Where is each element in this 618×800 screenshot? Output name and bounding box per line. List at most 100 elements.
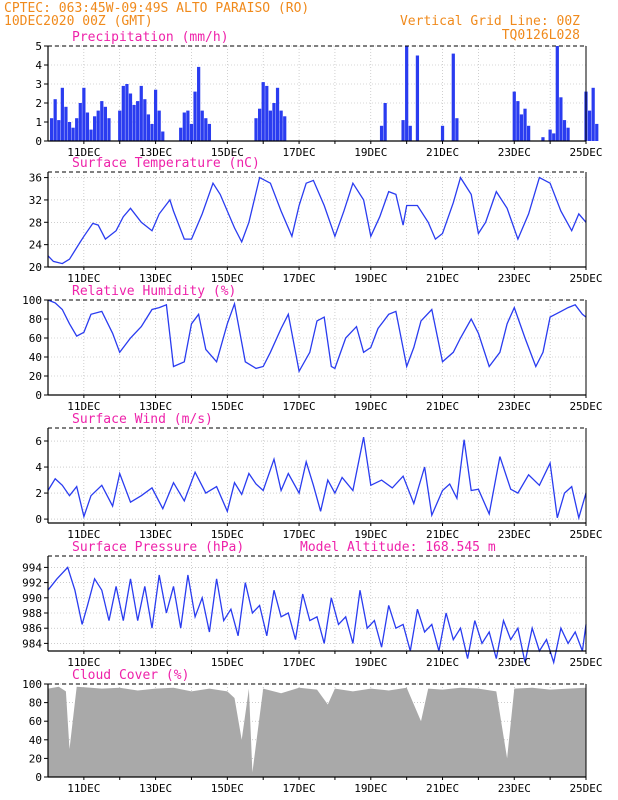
y-tick-label: 60	[29, 715, 42, 728]
y-tick-label: 20	[29, 370, 42, 383]
y-tick-label: 1	[35, 116, 42, 129]
y-tick-label: 986	[22, 622, 42, 635]
x-tick-label: 21DEC	[426, 146, 459, 159]
y-tick-label: 100	[22, 678, 42, 691]
x-tick-label: 21DEC	[426, 782, 459, 795]
x-tick-label: 19DEC	[354, 272, 387, 285]
x-tick-label: 21DEC	[426, 272, 459, 285]
precip-bar	[118, 110, 122, 141]
precip-bar	[415, 55, 420, 141]
wind-title: Surface Wind (m/s)	[72, 412, 213, 427]
precip-bar	[408, 125, 412, 141]
x-tick-label: 19DEC	[354, 528, 387, 541]
x-tick-label: 11DEC	[67, 146, 100, 159]
y-tick-label: 0	[35, 135, 42, 148]
humidity-title: Relative Humidity (%)	[72, 284, 236, 299]
precip-bar	[193, 91, 197, 141]
precip-bar	[93, 116, 97, 141]
x-tick-label: 17DEC	[283, 528, 316, 541]
x-tick-label: 11DEC	[67, 400, 100, 413]
x-tick-label: 23DEC	[498, 528, 531, 541]
x-tick-label: 17DEC	[283, 782, 316, 795]
x-tick-label: 13DEC	[139, 272, 172, 285]
y-tick-label: 60	[29, 332, 42, 345]
y-tick-label: 2	[35, 97, 42, 110]
header-line1-left: CPTEC: 063:45W-09:49S ALTO PARAISO (RO)	[4, 1, 309, 16]
y-tick-label: 80	[29, 313, 42, 326]
precip-bar	[136, 101, 140, 141]
precip-bar	[161, 131, 165, 141]
wind-panel: Surface Wind (m/s) 0 2 4 6 11DEC 13DEC 15DEC 17…	[35, 412, 602, 541]
precip-bar	[75, 118, 79, 141]
x-tick-label: 15DEC	[211, 528, 244, 541]
temperature-panel: Surface Temperature (nC) 20 24 28 32 36 11DEC…	[29, 156, 603, 285]
precip-bar	[182, 112, 186, 141]
x-tick-label: 15DEC	[211, 146, 244, 159]
precip-bar	[146, 114, 151, 141]
rh-line	[47, 299, 587, 374]
precip-bar	[103, 106, 108, 141]
x-tick-label: 21DEC	[426, 656, 459, 669]
y-tick-label: 20	[29, 752, 42, 765]
precip-bar	[552, 133, 556, 141]
precip-bar	[157, 110, 161, 141]
precip-bar	[261, 82, 265, 141]
x-tick-label: 13DEC	[139, 146, 172, 159]
x-tick-label: 19DEC	[354, 656, 387, 669]
x-tick-label: 25DEC	[569, 146, 602, 159]
precip-bar	[189, 123, 194, 141]
precip-bar	[548, 129, 552, 141]
pressure-title: Surface Pressure (hPa)	[72, 540, 244, 555]
precip-bar	[89, 129, 93, 141]
precip-bar	[186, 110, 190, 141]
precip-bar	[179, 127, 183, 141]
x-tick-label: 17DEC	[283, 400, 316, 413]
precip-bar	[405, 46, 409, 141]
y-tick-label: 4	[35, 59, 42, 72]
x-tick-label: 23DEC	[498, 782, 531, 795]
x-tick-label: 13DEC	[139, 656, 172, 669]
x-tick-label: 25DEC	[569, 656, 602, 669]
precip-bar	[78, 103, 82, 141]
y-tick-label: 80	[29, 697, 42, 710]
y-tick-label: 0	[35, 513, 42, 526]
x-tick-label: 19DEC	[354, 146, 387, 159]
precip-bar	[85, 112, 90, 141]
y-tick-label: 24	[29, 239, 43, 252]
precip-bar	[379, 125, 384, 141]
precip-bar	[132, 104, 136, 141]
precip-bar	[100, 101, 104, 141]
x-tick-label: 21DEC	[426, 528, 459, 541]
x-tick-label: 23DEC	[498, 272, 531, 285]
precip-bar	[125, 84, 129, 141]
precip-bar	[96, 110, 100, 141]
x-tick-label: 23DEC	[498, 400, 531, 413]
x-tick-label: 23DEC	[498, 146, 531, 159]
header-line2-right: TQ0126L028	[502, 28, 580, 43]
y-tick-label: 990	[22, 592, 42, 605]
precip-bar	[383, 103, 387, 141]
x-tick-label: 25DEC	[569, 528, 602, 541]
precip-bar	[53, 99, 57, 141]
precip-bar	[516, 101, 520, 141]
precip-bar	[401, 120, 405, 141]
model-altitude-label: Model Altitude: 168.545 m	[300, 540, 496, 555]
x-tick-label: 15DEC	[211, 272, 244, 285]
header-line1-right: Vertical Grid Line: 00Z	[400, 14, 580, 29]
cloud-title: Cloud Cover (%)	[72, 668, 189, 683]
precip-bar	[541, 137, 545, 141]
precip-bar	[587, 110, 592, 141]
x-tick-label: 13DEC	[139, 528, 172, 541]
precip-bar	[57, 120, 61, 141]
x-tick-label: 15DEC	[211, 656, 244, 669]
precip-bar	[562, 120, 567, 141]
precip-bar	[591, 87, 595, 141]
x-tick-label: 17DEC	[283, 272, 316, 285]
cloud-panel: Cloud Cover (%) 0 20 40 60 80 100 11DEC 13DEC 15…	[22, 668, 602, 795]
header-line2-left: 10DEC2020 00Z (GMT)	[4, 14, 153, 29]
x-tick-label: 19DEC	[354, 400, 387, 413]
x-tick-label: 17DEC	[283, 656, 316, 669]
precip-bar	[519, 114, 524, 141]
precip-bar	[82, 87, 86, 141]
